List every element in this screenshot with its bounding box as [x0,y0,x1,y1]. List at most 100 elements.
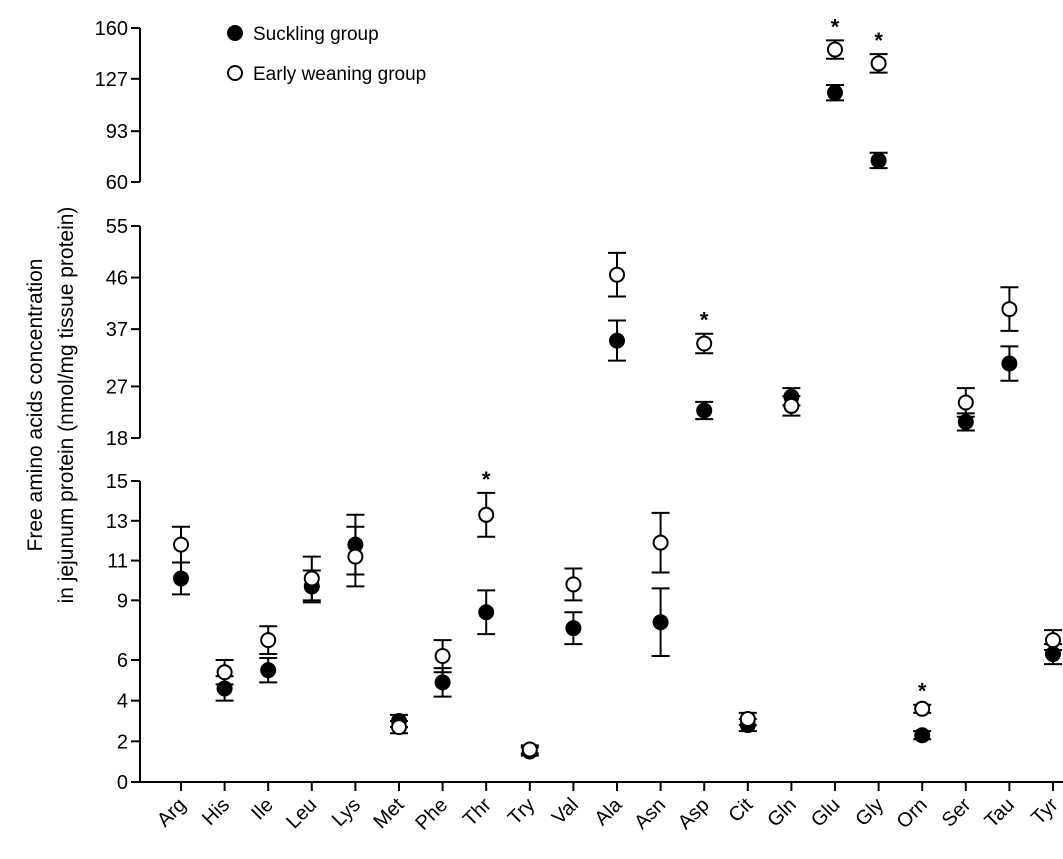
y-tick-label: 55 [106,216,128,238]
x-tick-label: Gln [763,794,801,832]
early-weaning-point-met [390,719,408,736]
early-weaning-point-val [564,567,583,602]
x-tick-label: Arg [153,794,191,832]
suckling-point-asp [695,400,714,421]
early-weaning-point-gly [869,53,888,74]
open-circle-marker [609,266,625,283]
y-tick-label: 37 [106,319,128,341]
significance-star: * [700,308,709,333]
y-tick-label: 60 [106,172,128,194]
x-tick-label: Ser [938,794,976,832]
early-weaning-point-ile [259,625,278,656]
early-weaning-point-ala [608,251,626,298]
early-weaning-point-his [215,659,234,686]
x-tick-label: Thr [459,794,496,831]
filled-circle-marker [1001,355,1018,372]
early-weaning-point-asn [651,511,670,574]
significance-star: * [874,28,883,53]
open-circle-marker [521,741,538,758]
x-tick-label: Tau [981,794,1019,832]
suckling-point-arg [172,561,190,596]
filled-circle-marker [565,620,582,637]
open-circle-marker [216,664,233,681]
significance-star: * [831,14,840,39]
y-tick-label: 13 [106,511,128,533]
open-circle-marker [652,534,669,551]
early-weaning-point-leu [302,555,321,602]
suckling-point-ala [608,319,626,362]
filled-circle-marker [914,727,931,744]
x-tick-label: Ala [591,793,628,830]
x-tick-label: Phe [411,794,452,835]
open-circle-marker [347,548,364,565]
open-circle-marker [260,632,277,649]
legend-marker-suckling [227,25,243,41]
open-circle-marker [1045,632,1061,649]
y-tick-label: 93 [106,121,128,143]
suckling-point-glu [826,83,844,102]
filled-circle-marker [260,662,277,679]
x-tick-label: Glu [807,794,845,832]
x-tick-label: Leu [282,794,321,833]
x-tick-label: Val [548,794,583,829]
suckling-point-gly [869,151,888,170]
open-circle-marker [173,536,189,553]
y-tick-label: 9 [117,590,128,612]
early-weaning-point-lys [346,525,365,588]
filled-circle-marker [173,570,189,587]
y-tick-label: 46 [106,268,128,290]
significance-star: * [482,467,491,492]
legend-label-early-weaning: Early weaning group [253,64,426,85]
open-circle-marker [434,648,451,665]
legend-label-suckling: Suckling group [253,24,379,45]
y-tick-label: 27 [106,376,128,398]
y-tick-label: 6 [117,650,128,672]
y-tick-label: 11 [107,551,128,573]
open-circle-marker [783,397,800,414]
x-tick-label: Ile [247,794,277,824]
open-circle-marker [870,55,887,72]
x-axis-ticks: Arg His Ile Leu Lys Met Phe Thr Try Val Ala Asn Asp C… [153,782,1063,835]
filled-circle-marker [696,402,713,419]
suckling-point-thr [477,589,496,636]
x-tick-label: Tyr [1027,794,1062,829]
open-circle-marker [565,576,582,593]
early-weaning-point-tyr [1044,629,1062,652]
filled-circle-marker [478,604,495,621]
y-axis-title-line-1: Free amino acids concentration [24,259,47,552]
y-tick-label: 160 [95,18,128,40]
filled-circle-marker [827,84,843,101]
early-weaning-point-thr [477,491,496,538]
y-tick-label: 0 [117,772,128,794]
open-circle-marker [303,570,320,587]
suckling-point-asn [651,587,670,658]
y-axis-title: Free amino acids concentration in jejunu… [24,207,78,604]
open-circle-marker [914,700,931,717]
early-weaning-point-gln [782,395,801,417]
y-tick-label: 127 [95,69,128,91]
x-tick-label: Asp [674,794,714,834]
open-circle-marker [1001,301,1018,318]
open-circle-marker [478,506,495,523]
open-circle-marker [957,394,974,411]
open-circle-marker [739,710,756,727]
data-marks: * * * * * [172,14,1062,760]
suckling-point-tau [1000,345,1019,382]
x-tick-label: Cit [724,794,757,827]
y-axis-title-line-2: in jejunum protein (nmol/mg tissue prote… [55,207,78,604]
early-weaning-point-tau [1000,286,1019,332]
x-tick-label: Gly [851,794,888,831]
x-tick-label: Asn [630,794,670,834]
axes [139,28,1063,783]
y-tick-label: 4 [117,691,128,713]
x-tick-label: Try [504,794,539,829]
early-weaning-point-arg [172,525,190,564]
early-weaning-point-orn [913,700,932,717]
y-tick-label: 2 [117,731,128,753]
suckling-point-ile [259,657,278,684]
legend-marker-early-weaning [227,65,243,81]
early-weaning-point-asp [695,332,714,355]
significance-star: * [918,679,927,704]
